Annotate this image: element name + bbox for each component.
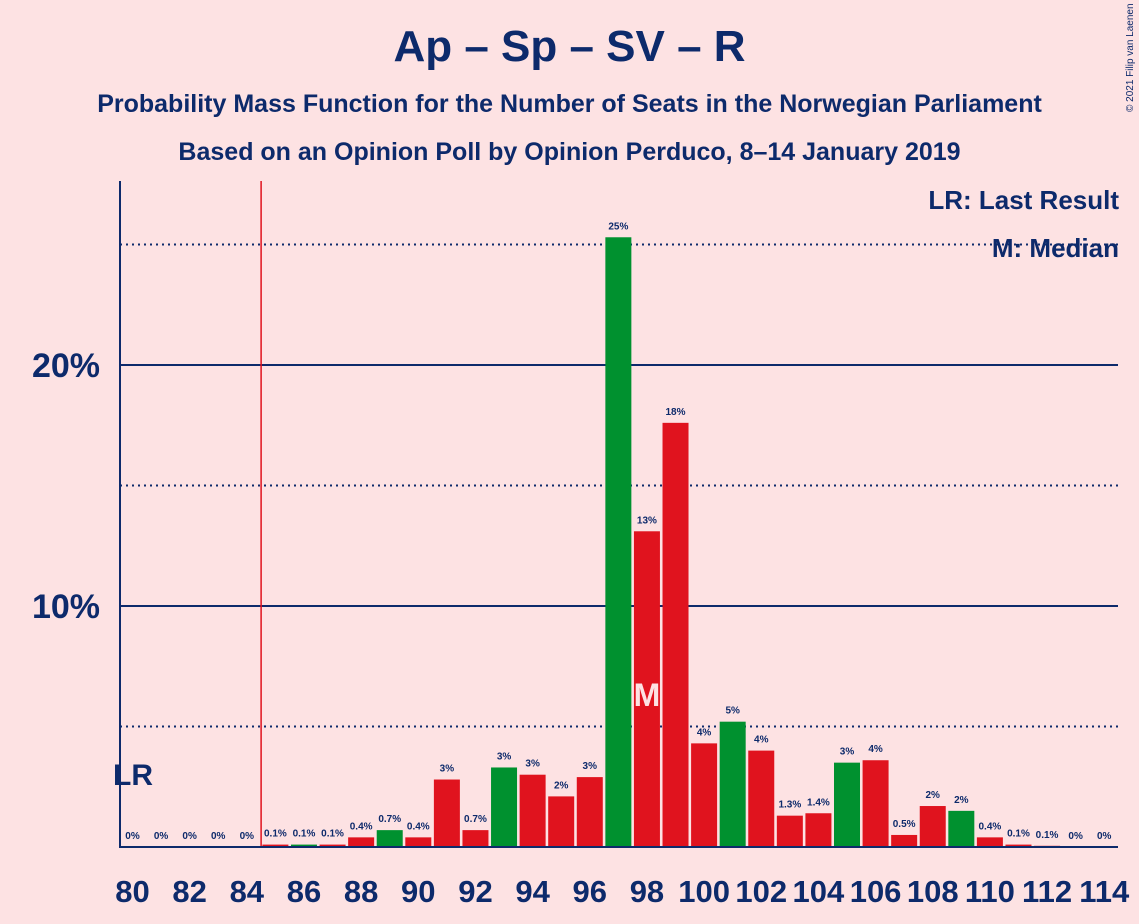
- data-label-99: 18%: [666, 407, 686, 418]
- data-label-80: 0%: [125, 831, 140, 842]
- data-label-96: 3%: [583, 761, 598, 772]
- x-tick-label: 106: [850, 874, 902, 909]
- x-tick-label: 110: [965, 874, 1015, 909]
- data-label-86: 0.1%: [293, 829, 316, 840]
- data-label-106: 4%: [868, 744, 883, 755]
- x-tick-label: 114: [1079, 874, 1130, 909]
- data-label-95: 2%: [554, 780, 569, 791]
- data-label-91: 3%: [440, 764, 455, 775]
- bar-103: [776, 815, 803, 847]
- data-label-113: 0%: [1068, 831, 1083, 842]
- bar-106: [862, 760, 889, 847]
- legend-last-result: LR: Last Result: [928, 185, 1119, 215]
- data-label-87: 0.1%: [321, 829, 344, 840]
- x-tick-label: 94: [515, 874, 550, 909]
- data-label-104: 1.4%: [807, 797, 830, 808]
- bar-110: [976, 837, 1003, 847]
- bar-97: [605, 237, 632, 847]
- data-label-93: 3%: [497, 751, 512, 762]
- bar-100: [691, 743, 718, 847]
- data-label-85: 0.1%: [264, 829, 287, 840]
- legend-median: M: Median: [991, 233, 1119, 263]
- data-label-94: 3%: [525, 759, 540, 770]
- x-tick-label: 112: [1022, 874, 1072, 909]
- data-label-109: 2%: [954, 795, 969, 806]
- data-label-89: 0.7%: [378, 814, 401, 825]
- bar-109: [948, 810, 975, 847]
- bar-85: [262, 844, 289, 847]
- bar-101: [719, 721, 746, 847]
- data-label-103: 1.3%: [778, 800, 801, 811]
- x-tick-label: 80: [115, 874, 149, 909]
- data-label-81: 0%: [154, 831, 169, 842]
- x-tick-label: 100: [678, 874, 730, 909]
- x-tick-label: 86: [287, 874, 321, 909]
- data-label-102: 4%: [754, 735, 769, 746]
- x-tick-label: 98: [630, 874, 664, 909]
- data-label-100: 4%: [697, 727, 712, 738]
- data-label-82: 0%: [182, 831, 197, 842]
- bar-107: [891, 834, 918, 847]
- y-tick-label: 20%: [32, 347, 100, 385]
- bar-93: [491, 767, 518, 847]
- data-label-97: 25%: [608, 221, 628, 232]
- data-label-114: 0%: [1097, 831, 1112, 842]
- data-label-83: 0%: [211, 831, 226, 842]
- median-marker: M: [634, 677, 661, 713]
- data-label-111: 0.1%: [1007, 829, 1030, 840]
- x-tick-label: 84: [230, 874, 265, 909]
- bar-92: [462, 830, 489, 847]
- bar-98: [633, 531, 660, 847]
- bar-104: [805, 813, 832, 847]
- bar-86: [290, 844, 317, 847]
- bar-102: [748, 750, 775, 847]
- x-tick-label: 90: [401, 874, 435, 909]
- x-tick-label: 108: [907, 874, 959, 909]
- bar-88: [348, 837, 375, 847]
- x-tick-label: 92: [458, 874, 492, 909]
- chart-subtitle-1: Probability Mass Function for the Number…: [97, 90, 1042, 118]
- chart-title: Ap – Sp – SV – R: [393, 22, 746, 71]
- data-label-101: 5%: [725, 706, 740, 717]
- bar-111: [1005, 844, 1032, 847]
- x-tick-label: 96: [573, 874, 607, 909]
- data-label-110: 0.4%: [979, 821, 1002, 832]
- bar-91: [433, 779, 460, 847]
- x-tick-label: 82: [172, 874, 206, 909]
- bar-95: [548, 796, 575, 847]
- y-tick-label: 10%: [32, 588, 100, 626]
- data-label-88: 0.4%: [350, 821, 373, 832]
- chart-subtitle-2: Based on an Opinion Poll by Opinion Perd…: [178, 138, 961, 166]
- bar-99: [662, 422, 689, 847]
- bar-108: [919, 806, 946, 847]
- data-label-107: 0.5%: [893, 819, 916, 830]
- x-tick-label: 88: [344, 874, 378, 909]
- data-label-84: 0%: [240, 831, 255, 842]
- x-tick-label: 104: [793, 874, 845, 909]
- bar-94: [519, 774, 546, 847]
- bar-90: [405, 837, 432, 847]
- x-tick-label: 102: [735, 874, 787, 909]
- data-label-98: 13%: [637, 515, 657, 526]
- data-label-92: 0.7%: [464, 814, 487, 825]
- data-label-105: 3%: [840, 747, 855, 758]
- data-label-108: 2%: [926, 790, 941, 801]
- bar-96: [576, 777, 603, 847]
- data-label-90: 0.4%: [407, 821, 430, 832]
- bar-105: [834, 762, 860, 847]
- bar-89: [376, 830, 403, 847]
- data-label-112: 0.1%: [1036, 830, 1059, 841]
- bar-87: [319, 844, 346, 847]
